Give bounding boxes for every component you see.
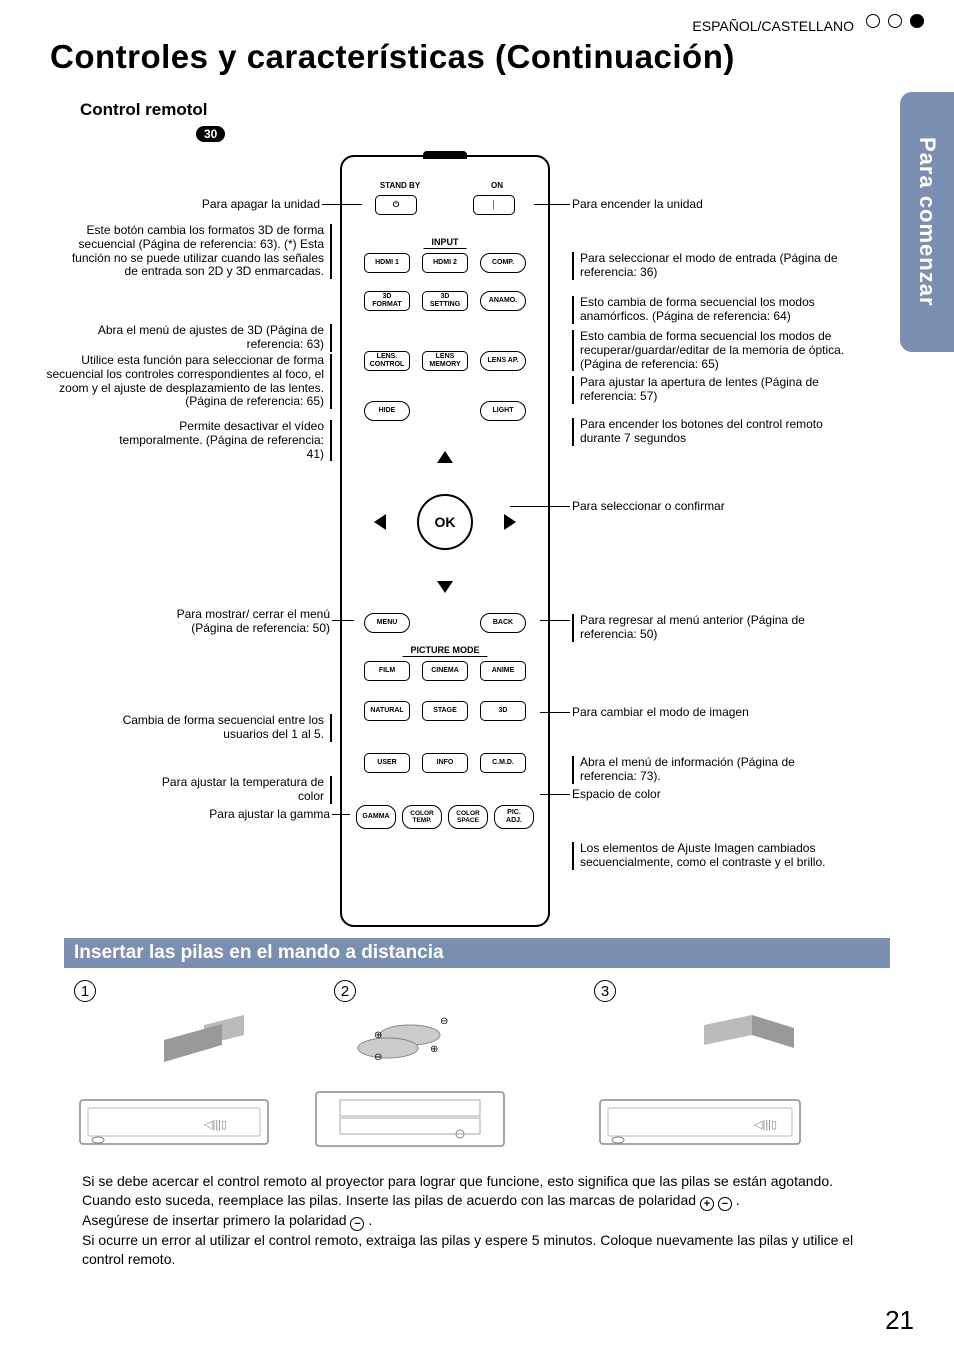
battery-p2: Asegúrese de insertar primero la polarid…: [82, 1212, 350, 1228]
lens-control-button[interactable]: LENS. CONTROL: [364, 351, 410, 371]
callout-lens-control: Utilice esta función para seleccionar de…: [40, 354, 332, 409]
callout-hide: Permite desactivar el vídeo temporalment…: [110, 420, 332, 461]
cmd-button[interactable]: C.M.D.: [480, 753, 526, 773]
svg-text:◁|||▯: ◁|||▯: [754, 1119, 777, 1131]
hide-button[interactable]: HIDE: [364, 401, 410, 421]
svg-text:⊕: ⊕: [430, 1044, 438, 1055]
callout-user: Cambia de forma secuencial entre los usu…: [80, 714, 332, 742]
svg-text:⊖: ⊖: [374, 1052, 382, 1063]
nav-cluster: OK: [370, 447, 520, 597]
arrow-left-icon[interactable]: [374, 514, 386, 530]
callout-anamo: Esto cambia de forma secuencial los modo…: [572, 296, 872, 324]
battery-step3-illustration: ◁|||▯: [594, 1000, 814, 1150]
battery-instructions: Si se debe acercar el control remoto al …: [82, 1172, 882, 1269]
callout-input: Para seleccionar el modo de entrada (Pág…: [572, 252, 852, 280]
arrow-down-icon[interactable]: [437, 581, 453, 593]
gamma-button[interactable]: GAMMA: [356, 805, 396, 829]
3d-format-button[interactable]: 3D FORMAT: [364, 291, 410, 311]
natural-button[interactable]: NATURAL: [364, 701, 410, 721]
arrow-right-icon[interactable]: [504, 514, 516, 530]
callout-color-temp: Para ajustar la temperatura de color: [160, 776, 332, 804]
ir-bump: [423, 151, 467, 159]
back-button[interactable]: BACK: [480, 613, 526, 633]
lens-memory-button[interactable]: LENS MEMORY: [422, 351, 468, 371]
color-space-button[interactable]: COLOR SPACE: [448, 805, 488, 829]
lang-label: ESPAÑOL/CASTELLANO: [692, 18, 854, 34]
user-button[interactable]: USER: [364, 753, 410, 773]
3d-setting-button[interactable]: 3D SETTING: [422, 291, 468, 311]
callout-pic-adj: Los elementos de Ajuste Imagen cambiados…: [572, 842, 862, 870]
lang-page-dots: [866, 14, 924, 28]
remote-outline: STAND BY ON ⏻ │ INPUT HDMI 1 HDMI 2 COMP…: [340, 155, 550, 927]
badge-30: 30: [196, 126, 225, 142]
callout-color-space: Espacio de color: [572, 788, 832, 802]
callout-menu: Para mostrar/ cerrar el menú (Página de …: [150, 608, 330, 636]
callout-gamma: Para ajustar la gamma: [130, 808, 330, 822]
film-button[interactable]: FILM: [364, 661, 410, 681]
section-label: Control remotol: [80, 100, 208, 120]
stage-button[interactable]: STAGE: [422, 701, 468, 721]
anime-button[interactable]: ANIME: [480, 661, 526, 681]
picture-mode-header: PICTURE MODE: [402, 645, 487, 657]
svg-text:◁|||▯: ◁|||▯: [204, 1119, 227, 1131]
hdmi2-button[interactable]: HDMI 2: [422, 253, 468, 273]
step-3: 3: [594, 980, 616, 1002]
on-button[interactable]: │: [473, 195, 515, 215]
callout-on: Para encender la unidad: [572, 198, 812, 212]
battery-p3: Si ocurre un error al utilizar el contro…: [82, 1232, 853, 1267]
hdmi1-button[interactable]: HDMI 1: [364, 253, 410, 273]
color-temp-button[interactable]: COLOR TEMP.: [402, 805, 442, 829]
callout-back: Para regresar al menú anterior (Página d…: [572, 614, 832, 642]
anamo-button[interactable]: ANAMO.: [480, 291, 526, 311]
side-tab-label: Para comenzar: [914, 137, 940, 307]
page-title: Controles y características (Continuació…: [50, 38, 735, 76]
svg-text:⊕: ⊕: [374, 1030, 382, 1041]
battery-step1-illustration: ◁|||▯: [74, 1000, 274, 1150]
standby-button[interactable]: ⏻: [375, 195, 417, 215]
battery-step2-illustration: ⊕ ⊕ ⊖ ⊖: [310, 1000, 510, 1150]
step-1: 1: [74, 980, 96, 1002]
svg-text:⊖: ⊖: [440, 1016, 448, 1027]
input-header: INPUT: [424, 237, 467, 249]
light-button[interactable]: LIGHT: [480, 401, 526, 421]
battery-section-title: Insertar las pilas en el mando a distanc…: [64, 938, 890, 968]
arrow-up-icon[interactable]: [437, 451, 453, 463]
callout-lens-ap: Para ajustar la apertura de lentes (Pági…: [572, 376, 852, 404]
callout-3d-setting: Abra el menú de ajustes de 3D (Página de…: [60, 324, 332, 352]
ok-button[interactable]: OK: [417, 494, 473, 550]
callout-3d-format: Este botón cambia los formatos 3D de for…: [60, 224, 332, 279]
step-2: 2: [334, 980, 356, 1002]
on-label: ON: [491, 181, 503, 190]
side-tab: Para comenzar: [900, 92, 954, 352]
info-button[interactable]: INFO: [422, 753, 468, 773]
callout-light: Para encender los botones del control re…: [572, 418, 852, 446]
callout-lens-memory: Esto cambia de forma secuencial los modo…: [572, 330, 872, 371]
callout-standby: Para apagar la unidad: [60, 198, 320, 212]
lens-ap-button[interactable]: LENS AP.: [480, 351, 526, 371]
callout-info: Abra el menú de información (Página de r…: [572, 756, 852, 784]
standby-label: STAND BY: [380, 181, 420, 190]
comp-button[interactable]: COMP.: [480, 253, 526, 273]
page-number: 21: [885, 1305, 914, 1336]
3d-button[interactable]: 3D: [480, 701, 526, 721]
pic-adj-button[interactable]: PIC. ADJ.: [494, 805, 534, 829]
menu-button[interactable]: MENU: [364, 613, 410, 633]
callout-ok: Para seleccionar o confirmar: [572, 500, 832, 514]
callout-picture-mode: Para cambiar el modo de imagen: [572, 706, 832, 720]
cinema-button[interactable]: CINEMA: [422, 661, 468, 681]
